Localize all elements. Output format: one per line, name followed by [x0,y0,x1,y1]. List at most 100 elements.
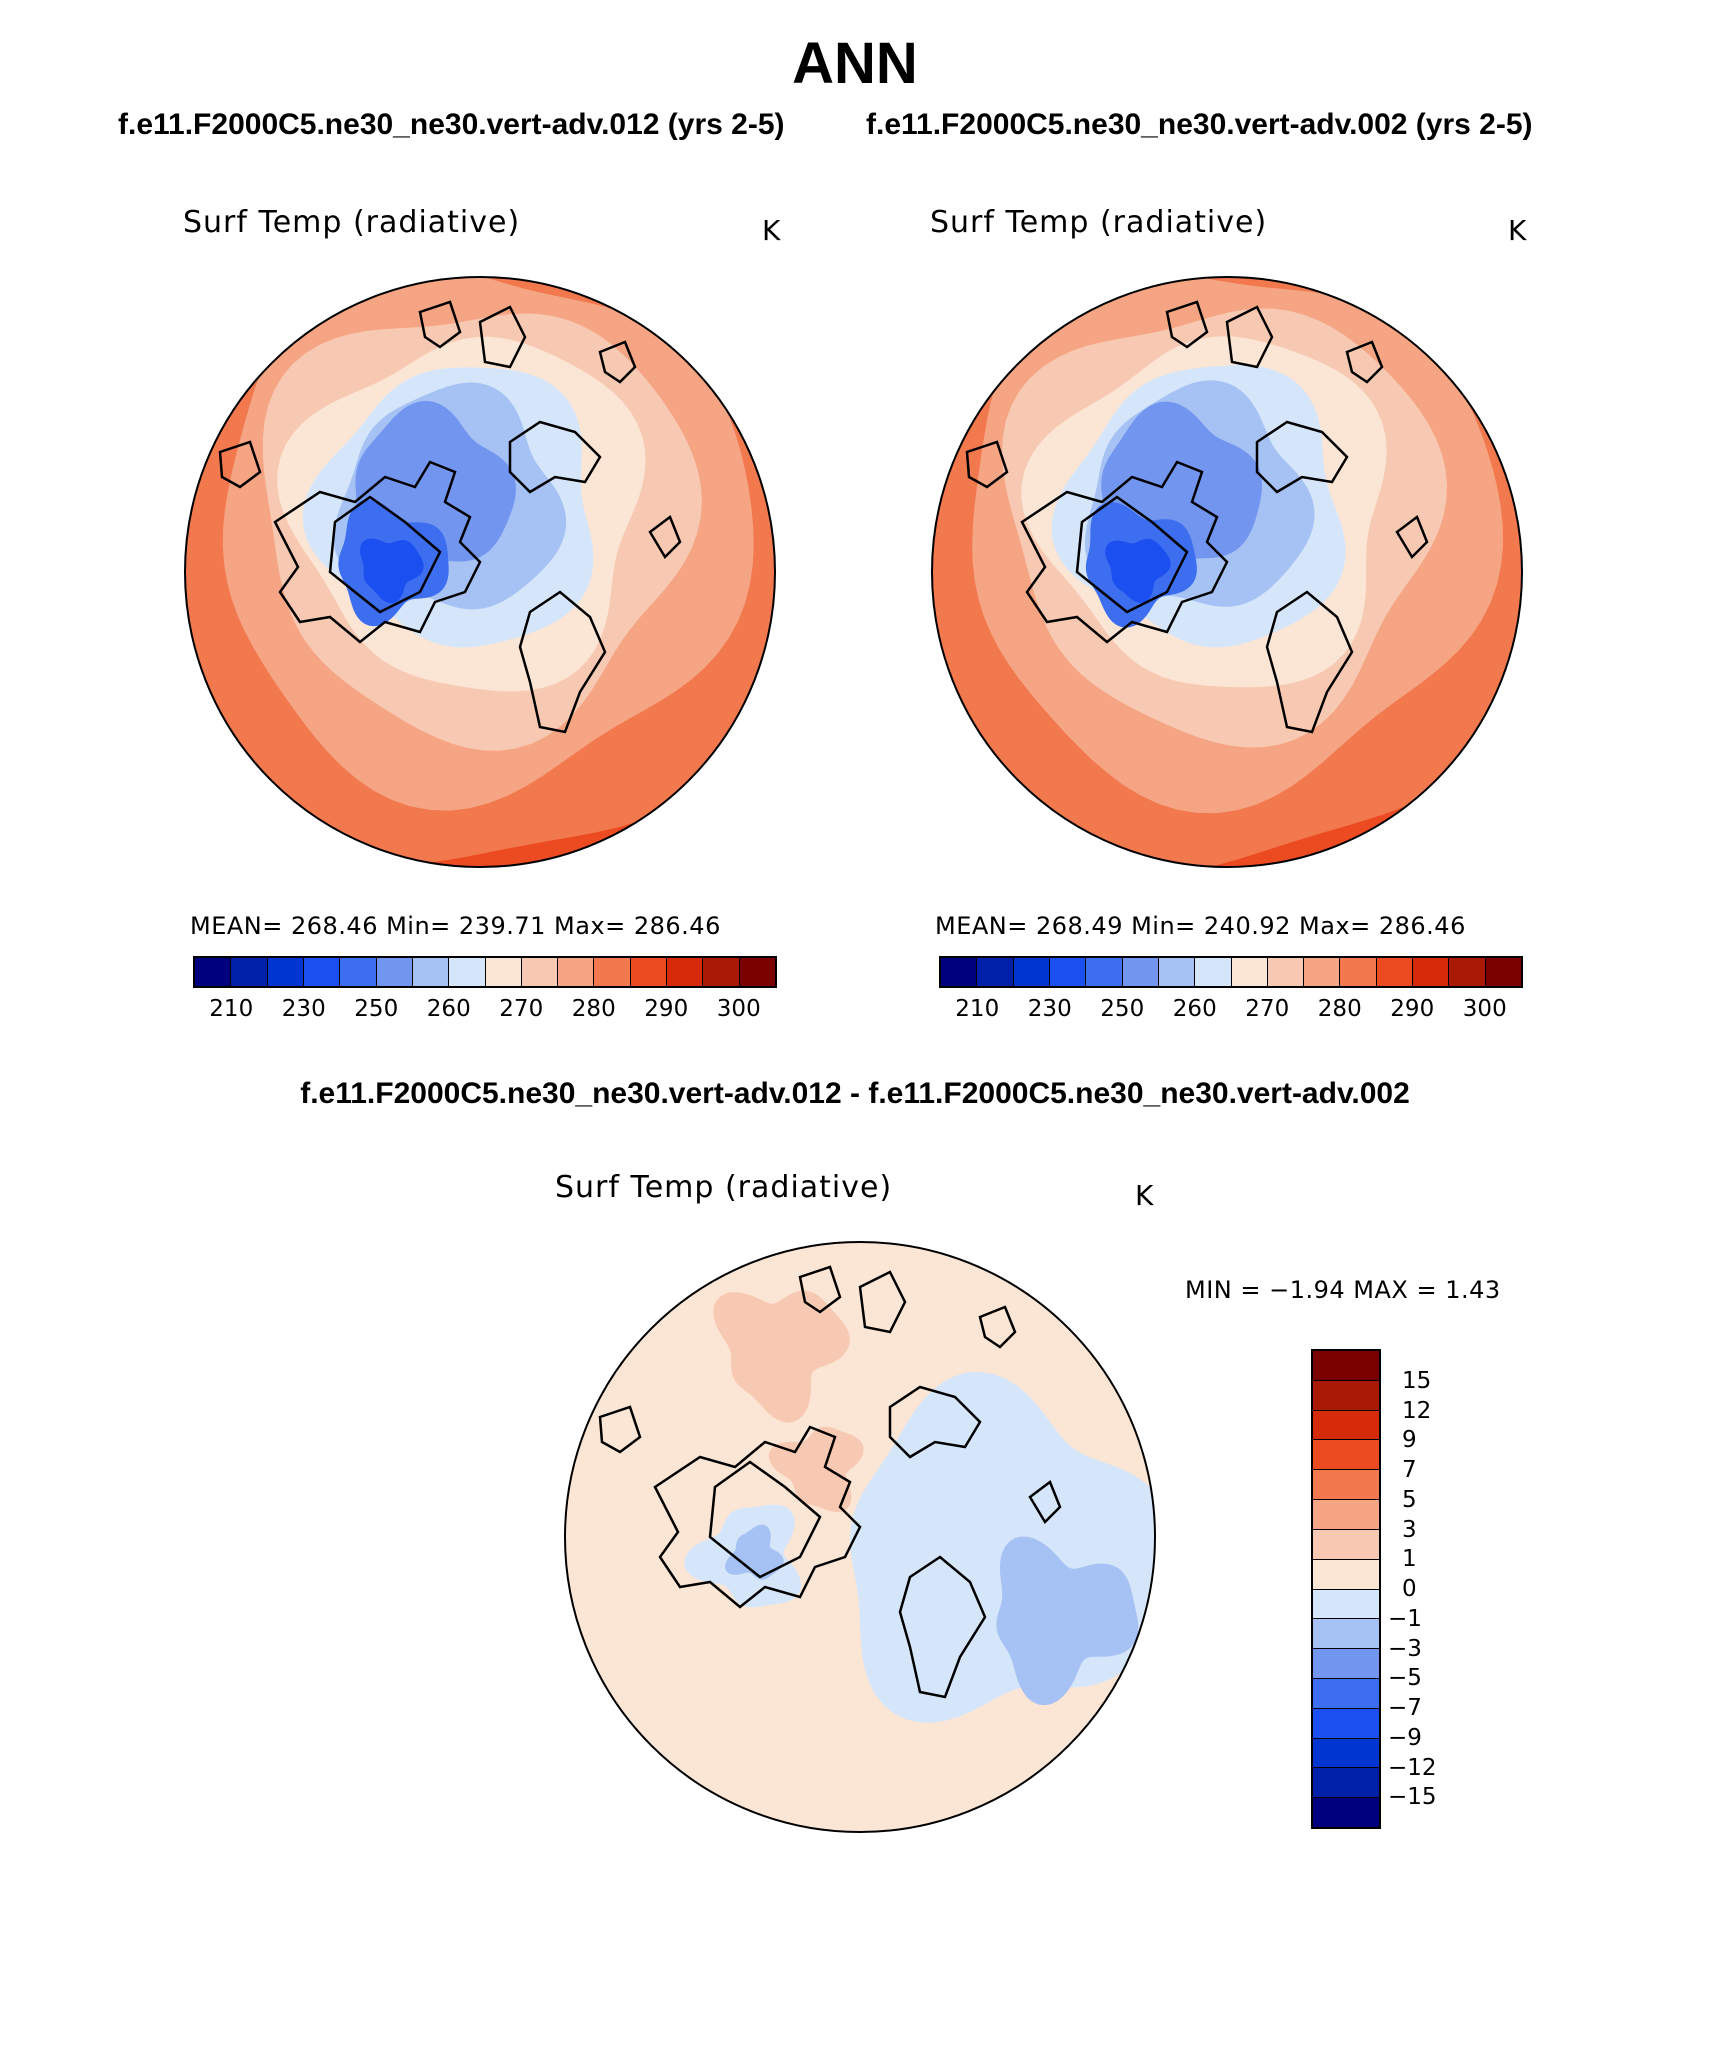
coastline [978,1305,1017,1349]
figure-title: ANN [792,31,918,96]
colorbar-swatch [303,958,341,986]
coastline [1255,420,1349,494]
colorbar-tick-label: 300 [716,996,761,1022]
colorbar-swatch [1449,958,1486,986]
colorbar-tick-label: 210 [955,996,1000,1022]
colorbar-swatch [1313,1708,1379,1739]
coastline [858,1270,907,1334]
colorbar-swatch [1013,958,1050,986]
coastline [218,440,262,489]
colorbar-tick-label: 290 [644,996,689,1022]
diff-units: K [1135,1179,1154,1212]
colorbar-swatch [1313,1351,1379,1381]
coastline [273,460,482,644]
colorbar-swatch [1313,1619,1379,1650]
colorbar-tick-label: −7 [1388,1695,1422,1721]
colorbar-tick-label: 0 [1402,1576,1417,1602]
coastline [518,590,607,734]
colorbar-swatch [1158,958,1196,986]
colorbar-swatch [376,958,413,986]
colorbar-swatch [1313,1529,1379,1560]
colorbar-swatch [195,958,232,986]
colorbar-tick-label: 15 [1402,1367,1432,1394]
colorbar-swatch [739,958,775,986]
colorbar-swatch [521,958,559,986]
panel1-map [184,276,776,868]
map-boundary [564,1241,1156,1833]
colorbar-swatch [1304,958,1341,986]
colorbar-tick-label: 9 [1402,1427,1417,1454]
colorbar-tick-label: 300 [1462,996,1507,1022]
contour-fill-region [996,1536,1139,1706]
panel1-colorbar [193,956,777,988]
panel1-variable: Surf Temp (radiative) [183,205,521,240]
colorbar-tick-label: 270 [499,996,544,1022]
colorbar-swatch [703,958,740,986]
coastline [1395,515,1429,560]
map-boundary [184,276,776,868]
coastline [888,1385,982,1459]
diff-variable: Surf Temp (radiative) [555,1170,893,1205]
diff-stats: MIN = −1.94 MAX = 1.43 [1185,1276,1501,1304]
colorbar-swatch [485,958,522,986]
colorbar-tick-label: 5 [1402,1486,1417,1513]
panel2-stats: MEAN= 268.49 Min= 240.92 Max= 286.46 [935,912,1466,940]
coastline [1165,300,1209,349]
colorbar-swatch [340,958,377,986]
panel2-variable: Surf Temp (radiative) [930,205,1268,240]
colorbar-swatch [1313,1798,1379,1827]
colorbar-tick-label: −3 [1388,1635,1422,1662]
colorbar-swatch [667,958,704,986]
colorbar-swatch [1086,958,1123,986]
colorbar-tick-label: 250 [354,996,399,1022]
coastline [653,1425,862,1609]
colorbar-swatch [267,958,304,986]
colorbar-tick-label: −12 [1388,1754,1437,1781]
colorbar-swatch [1340,958,1377,986]
colorbar-tick-label: −9 [1388,1724,1422,1751]
colorbar-swatch [1231,958,1268,986]
case2-title: f.e11.F2000C5.ne30_ne30.vert-adv.002 (yr… [866,108,1533,141]
colorbar-swatch [1313,1678,1379,1709]
coastline [598,1405,642,1454]
panel2-colorbar [939,956,1523,988]
colorbar-swatch [1313,1380,1379,1411]
map-boundary [931,276,1523,868]
panel1-units: K [762,214,781,247]
colorbar-tick-label: 7 [1402,1457,1417,1483]
coastline [328,495,442,614]
colorbar-swatch [1485,958,1521,986]
colorbar-tick-label: 260 [1172,996,1217,1022]
colorbar-tick-label: 1 [1402,1546,1417,1573]
contour-fill-region [360,538,424,604]
colorbar-tick-label: 290 [1390,996,1435,1022]
contour-fill-region [1105,538,1171,603]
colorbar-swatch [594,958,631,986]
colorbar-swatch [941,958,978,986]
coastline [708,1460,822,1579]
coastline [1028,1480,1062,1525]
colorbar-swatch [1313,1470,1379,1501]
panel2-units: K [1508,214,1527,247]
coastline [478,305,527,369]
colorbar-swatch [1313,1589,1379,1620]
coastline [898,1555,987,1699]
coastline [598,340,637,384]
colorbar-swatch [977,958,1014,986]
colorbar-swatch [1122,958,1159,986]
colorbar-tick-label: 230 [1027,996,1072,1022]
colorbar-swatch [1267,958,1305,986]
coastline [648,515,682,560]
panel2-map [931,276,1523,868]
colorbar-tick-label: −15 [1388,1784,1437,1811]
colorbar-swatch [1313,1440,1379,1471]
coastline [1075,495,1189,614]
colorbar-swatch [1195,958,1232,986]
colorbar-swatch [1313,1738,1379,1769]
colorbar-swatch [1313,1559,1379,1590]
coastline [965,440,1009,489]
colorbar-swatch [231,958,268,986]
colorbar-swatch [630,958,668,986]
coastline [1225,305,1274,369]
colorbar-swatch [1049,958,1087,986]
